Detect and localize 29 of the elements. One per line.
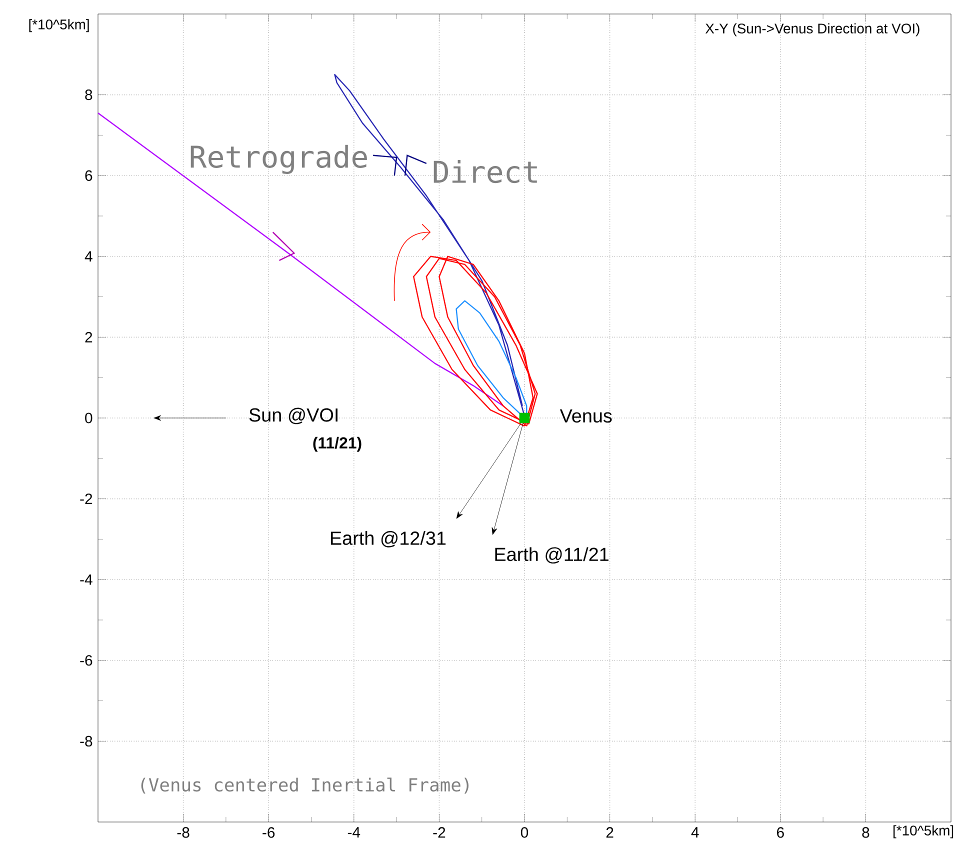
annotation: (Venus centered Inertial Frame) (141, 778, 469, 794)
annotation: Retrograde (190, 144, 367, 174)
annotation: Direct (434, 160, 537, 184)
y-tick-label: 6 (85, 170, 92, 181)
annotation: Earth @11/21 (495, 547, 608, 564)
text: X-Y (Sun->Venus Direction at VOI) (705, 23, 920, 36)
x-tick-label: -6 (262, 827, 275, 838)
y-tick-label: 2 (85, 332, 92, 342)
x-tick-label: 2 (606, 827, 614, 838)
y-tick-label: -6 (80, 655, 92, 666)
x-axis-title: [*10^5km] (893, 825, 954, 838)
x-tick-label: -8 (177, 827, 190, 838)
x-tick-label: 6 (777, 827, 784, 838)
y-tick-label: -8 (80, 736, 92, 746)
y-tick-label: 4 (84, 251, 92, 262)
x-tick-label: -4 (348, 827, 360, 838)
x-tick-label: 0 (520, 827, 528, 838)
y-tick-label: 0 (85, 412, 92, 424)
x-tick-label: 4 (691, 827, 699, 838)
y-tick-label: -2 (80, 494, 92, 504)
y-tick-label: -4 (80, 574, 92, 585)
y-tick-label: 8 (85, 90, 92, 100)
annotation: Venus (560, 409, 612, 423)
x-tick-label: -2 (433, 827, 446, 838)
annotation: (11/21) (313, 436, 362, 452)
annotation: Sun @VOI (249, 408, 338, 424)
annotation: Earth @12/31 (330, 531, 446, 548)
x-tick-label: 8 (862, 827, 870, 838)
y-axis-title: [*10^5km] (29, 19, 89, 32)
